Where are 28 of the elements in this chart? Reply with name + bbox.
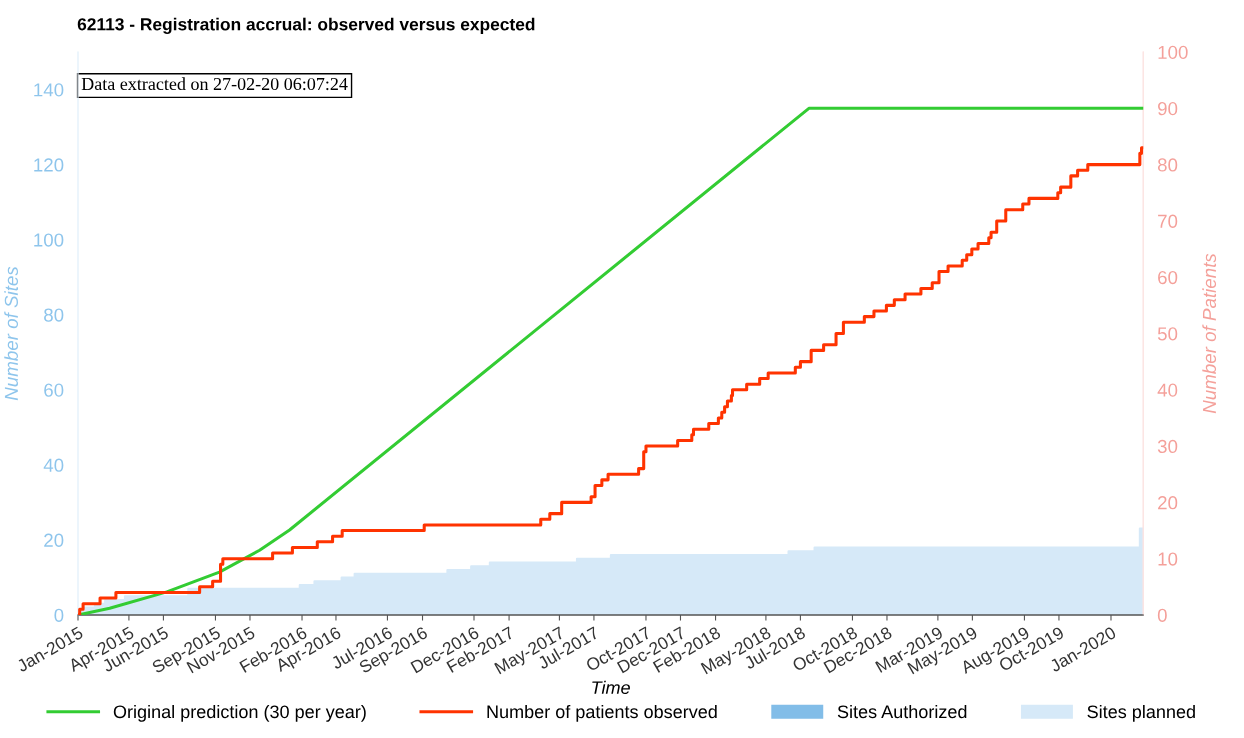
y2-tick-label: 20: [1158, 496, 1178, 510]
y2-tick-label: 30: [1157, 439, 1178, 454]
legend-label: Sites Authorized: [837, 704, 967, 719]
y-tick-label: 120: [34, 158, 64, 172]
y-tick-label: 40: [43, 458, 64, 472]
y2-tick-label: 80: [1157, 158, 1178, 172]
y2-tick-label: 40: [1157, 383, 1178, 397]
y-tick-label: 140: [34, 83, 64, 97]
y-tick-label: 0: [54, 608, 64, 622]
y-tick-label: 60: [44, 383, 64, 397]
legend-label: Number of patients observed: [487, 704, 717, 722]
annotation: Data extracted on 27-02-20 06:07:24: [81, 77, 348, 91]
x-axis-title: Time: [592, 680, 630, 695]
y-tick-label: 80: [44, 308, 64, 322]
y2-tick-label: 0: [1157, 608, 1167, 622]
y2-tick-label: 90: [1158, 102, 1178, 116]
y-axis-title: Number of Sites: [4, 266, 19, 401]
y-tick-label: 20: [44, 533, 64, 547]
y2-tick-label: 70: [1158, 214, 1178, 228]
y2-tick-label: 60: [1158, 270, 1178, 285]
y-tick-label: 100: [34, 233, 64, 247]
y2-axis-title: Number of Patients: [1202, 253, 1217, 414]
y2-tick-label: 10: [1158, 552, 1178, 566]
chart-title: 62113 - Registration accrual: observed versus expected: [77, 17, 535, 34]
legend-label: Original prediction (30 per year): [113, 704, 366, 722]
y2-tick-label: 50: [1157, 327, 1178, 341]
legend-label: Sites planned: [1087, 704, 1195, 722]
y2-tick-label: 100: [1158, 45, 1188, 60]
